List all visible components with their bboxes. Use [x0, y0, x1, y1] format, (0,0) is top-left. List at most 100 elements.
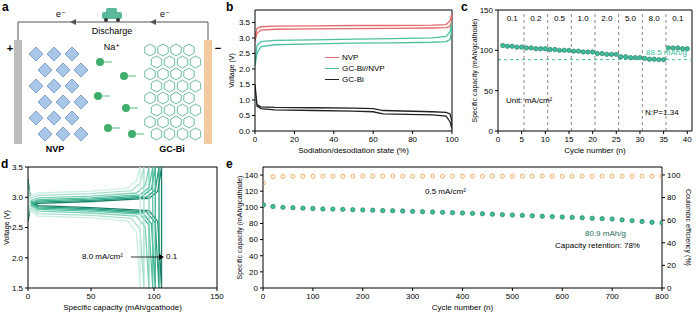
svg-text:0: 0 [254, 284, 259, 293]
svg-text:40: 40 [667, 239, 676, 248]
html-text:Unit: mA/cm²: Unit: mA/cm² [506, 96, 553, 105]
svg-text:Specific capacity (mAh/gcathod: Specific capacity (mAh/gcathode) [63, 303, 182, 312]
svg-text:60: 60 [667, 216, 676, 225]
svg-text:40: 40 [329, 135, 338, 144]
svg-text:Voltage (V): Voltage (V) [228, 53, 236, 88]
svg-text:0.5: 0.5 [239, 111, 251, 120]
svg-text:+: + [7, 42, 13, 54]
svg-text:e⁻: e⁻ [160, 9, 170, 19]
svg-text:2.5: 2.5 [239, 49, 251, 58]
svg-text:e⁻: e⁻ [56, 9, 66, 19]
svg-text:25: 25 [612, 135, 621, 144]
html-text:d: d [1, 157, 9, 171]
html-text:GC-Bi: GC-Bi [342, 75, 364, 84]
svg-text:3.0: 3.0 [12, 193, 24, 202]
svg-text:−: − [215, 42, 221, 54]
svg-text:3.0: 3.0 [239, 34, 251, 43]
svg-text:Specific capacity (mAh/gcathod: Specific capacity (mAh/gcathode) [236, 176, 244, 280]
svg-text:120: 120 [245, 187, 259, 196]
svg-text:80: 80 [667, 193, 676, 202]
svg-text:15: 15 [565, 135, 574, 144]
svg-text:88.5 mAh/g: 88.5 mAh/g [646, 48, 687, 57]
svg-text:Na⁺: Na⁺ [104, 42, 121, 52]
svg-text:Cycle number (n): Cycle number (n) [564, 146, 626, 155]
html-text:e: e [226, 157, 233, 171]
svg-text:1.0: 1.0 [578, 14, 590, 23]
svg-text:700: 700 [605, 292, 619, 301]
html-text:NVP: NVP [342, 53, 359, 62]
svg-text:NVP: NVP [46, 144, 65, 154]
svg-text:20: 20 [588, 135, 597, 144]
svg-text:3.5: 3.5 [12, 163, 24, 172]
svg-text:5.0: 5.0 [625, 14, 637, 23]
svg-text:0: 0 [489, 127, 494, 136]
svg-text:2.0: 2.0 [12, 254, 24, 263]
svg-text:100: 100 [245, 203, 259, 212]
svg-text:0: 0 [667, 284, 672, 293]
svg-text:200: 200 [356, 292, 370, 301]
svg-text:150: 150 [480, 6, 494, 15]
svg-text:0: 0 [253, 135, 258, 144]
svg-text:800: 800 [655, 292, 669, 301]
svg-text:0.1: 0.1 [507, 14, 519, 23]
svg-text:0.1: 0.1 [672, 14, 684, 23]
svg-text:20: 20 [249, 268, 258, 277]
svg-text:5: 5 [519, 135, 524, 144]
html-text:80.9 mAh/g: 80.9 mAh/g [585, 229, 626, 238]
html-text:0.5 mA/cm²: 0.5 mA/cm² [425, 187, 466, 196]
svg-text:Voltage (V): Voltage (V) [3, 210, 11, 245]
svg-text:0: 0 [261, 292, 266, 301]
svg-text:Sodiation/desodiation state (%: Sodiation/desodiation state (%) [298, 146, 409, 155]
svg-text:0: 0 [496, 135, 501, 144]
svg-text:Coulombic efficiency (%): Coulombic efficiency (%) [684, 189, 692, 266]
svg-text:0.5: 0.5 [554, 14, 566, 23]
svg-text:10: 10 [541, 135, 550, 144]
svg-text:GC-Bi: GC-Bi [159, 144, 185, 154]
svg-text:20: 20 [290, 135, 299, 144]
svg-text:50: 50 [484, 87, 493, 96]
svg-text:100: 100 [445, 135, 459, 144]
svg-text:3.5: 3.5 [239, 18, 251, 27]
html-text:Capacity retention: 78%: Capacity retention: 78% [555, 241, 640, 250]
svg-text:0.0: 0.0 [239, 127, 251, 136]
svg-text:100: 100 [667, 171, 681, 180]
html-text:N:P=1.34: N:P=1.34 [645, 108, 679, 117]
svg-text:30: 30 [635, 135, 644, 144]
html-text:GC-Bi//NVP: GC-Bi//NVP [342, 64, 385, 73]
svg-text:Discharge: Discharge [92, 26, 133, 36]
html-text:a: a [2, 0, 9, 14]
svg-text:2.5: 2.5 [12, 223, 24, 232]
svg-text:100: 100 [306, 292, 320, 301]
svg-text:1.0: 1.0 [239, 96, 251, 105]
svg-text:60: 60 [369, 135, 378, 144]
html-text:8.0 mA/cm²: 8.0 mA/cm² [82, 252, 123, 261]
html-text:c: c [461, 0, 468, 14]
svg-text:60: 60 [249, 235, 258, 244]
svg-text:100: 100 [147, 292, 161, 301]
svg-text:20: 20 [667, 261, 676, 270]
svg-text:Cycle number (n): Cycle number (n) [432, 303, 494, 312]
svg-text:8.0: 8.0 [649, 14, 661, 23]
svg-text:80: 80 [249, 219, 258, 228]
svg-text:400: 400 [456, 292, 470, 301]
html-text:b: b [226, 0, 234, 14]
svg-text:Specific capacity (mAh/gcathod: Specific capacity (mAh/gcathode) [471, 19, 479, 123]
svg-text:2.0: 2.0 [601, 14, 613, 23]
svg-text:100: 100 [480, 46, 494, 55]
html-text:0.1: 0.1 [166, 252, 178, 261]
svg-text:35: 35 [659, 135, 668, 144]
svg-text:80: 80 [408, 135, 417, 144]
svg-text:1.5: 1.5 [239, 80, 251, 89]
svg-text:50: 50 [87, 292, 96, 301]
svg-text:140: 140 [245, 171, 259, 180]
svg-text:500: 500 [506, 292, 520, 301]
svg-text:40: 40 [683, 135, 692, 144]
svg-text:150: 150 [210, 292, 224, 301]
svg-text:1.5: 1.5 [12, 284, 24, 293]
svg-text:0: 0 [26, 292, 31, 301]
svg-text:2.0: 2.0 [239, 65, 251, 74]
svg-text:600: 600 [556, 292, 570, 301]
svg-text:300: 300 [406, 292, 420, 301]
svg-text:40: 40 [249, 252, 258, 261]
svg-text:0.2: 0.2 [530, 14, 542, 23]
